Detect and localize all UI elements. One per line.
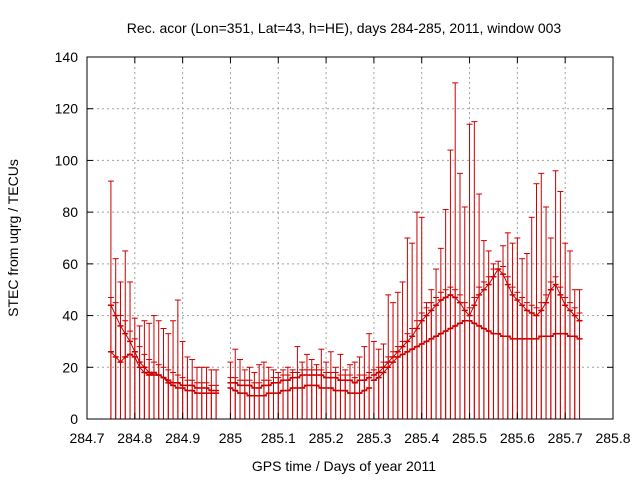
x-tick-label: 284.8 [117,430,152,446]
x-tick-label: 285.7 [548,430,583,446]
y-tick-label: 100 [55,152,79,168]
x-tick-label: 285 [219,430,243,446]
x-tick-label: 285.4 [404,430,439,446]
y-tick-label: 20 [62,359,78,375]
plot-frame [86,56,614,420]
x-tick-label: 285.5 [452,430,487,446]
data-series [227,369,373,419]
y-tick-label: 40 [62,308,78,324]
data-marks [107,82,583,419]
y-tick-label: 120 [55,101,79,117]
x-tick-label: 284.9 [165,430,200,446]
series-line [230,384,370,397]
x-axis-label: GPS time / Days of year 2011 [252,458,436,474]
x-tick-label: 284.7 [69,430,104,446]
x-tick-label: 285.8 [595,430,630,446]
x-tick-label: 285.2 [309,430,344,446]
series-line [373,268,580,376]
x-tick-label: 285.1 [261,430,296,446]
y-tick-label: 80 [62,204,78,220]
y-axis-label: STEC from uqrg / TECUs [5,159,21,317]
x-tick-label: 285.3 [356,430,391,446]
chart-title: Rec. acor (Lon=351, Lat=43, h=HE), days … [127,20,562,36]
series-line [373,320,580,381]
y-tick-label: 60 [62,256,78,272]
data-series [107,296,220,419]
axis-ticks: 284.7 284.8 284.9 285 285.1 285.2 285.3 285.4 28… [55,49,631,446]
data-series [370,260,583,419]
y-tick-label: 0 [70,411,78,427]
y-tick-label: 140 [55,49,79,65]
x-tick-label: 285.6 [500,430,535,446]
